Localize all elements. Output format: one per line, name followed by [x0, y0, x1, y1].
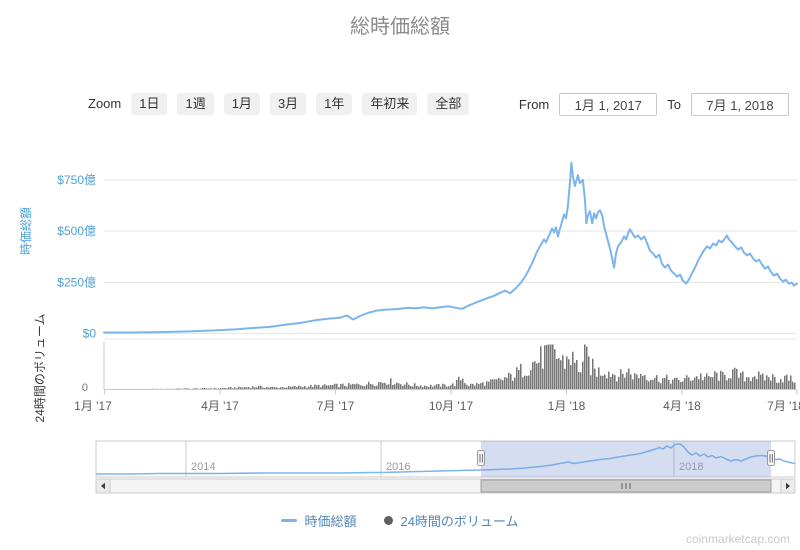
x-tick-apr17: 4月 '17 — [201, 399, 239, 413]
scrollbar-right-arrow[interactable] — [780, 478, 796, 494]
to-date-input[interactable] — [691, 92, 789, 116]
navigator: 2014 2016 2018 — [95, 440, 796, 478]
nav-year-2016: 2016 — [386, 461, 410, 473]
chart-title: 総時価総額 — [350, 16, 450, 38]
x-tick-apr18: 4月 '18 — [663, 399, 701, 413]
legend-item-volume[interactable]: 24時間のボリューム — [384, 511, 519, 530]
volume-axis-title: 24時間のボリューム — [33, 314, 47, 423]
from-date-input[interactable] — [559, 92, 658, 116]
from-label: From — [518, 96, 550, 112]
range-button-ytd[interactable]: 年初来 — [362, 92, 418, 116]
date-range-group: From To — [518, 92, 789, 116]
scrollbar — [95, 478, 796, 494]
x-tick-oct17: 10月 '17 — [429, 399, 474, 413]
plot-area[interactable] — [104, 140, 797, 390]
scrollbar-left-arrow[interactable] — [95, 478, 111, 494]
navigator-handle-right[interactable] — [767, 450, 775, 466]
volume-bars-series — [152, 344, 796, 390]
line-series-icon — [281, 519, 298, 522]
x-tick-jul17: 7月 '17 — [317, 399, 355, 413]
navigator-gridlines — [185, 441, 675, 477]
chart-legend: 時価総額 24時間のボリューム — [0, 511, 800, 530]
range-button-3m[interactable]: 3月 — [269, 92, 307, 116]
volume-tick-0: 0 — [82, 382, 88, 394]
navigator-selection-mask[interactable] — [481, 441, 771, 477]
scrollbar-thumb[interactable] — [480, 479, 772, 493]
y-tick-0: $0 — [83, 327, 97, 341]
navigator-minimap-series — [96, 443, 796, 475]
legend-item-market-cap[interactable]: 時価総額 — [281, 511, 356, 530]
y-tick-500: $500億 — [57, 224, 96, 238]
nav-year-2014: 2014 — [191, 461, 215, 473]
range-selector-row: Zoom 1日 1週 1月 3月 1年 年初来 全部 From To — [88, 90, 789, 118]
x-tick-jan18: 1月 '18 — [548, 399, 586, 413]
y-axis-title: 時価総額 — [19, 207, 33, 255]
x-axis-ticks — [104, 389, 798, 395]
circle-series-icon — [384, 516, 394, 525]
range-button-all[interactable]: 全部 — [427, 92, 470, 116]
y-gridlines — [104, 179, 797, 340]
nav-year-2018: 2018 — [679, 461, 703, 473]
market-cap-line-series — [103, 161, 798, 334]
legend-label-market-cap: 時価総額 — [304, 514, 357, 529]
zoom-button-group: Zoom 1日 1週 1月 3月 1年 年初来 全部 — [88, 92, 470, 116]
y-axis-labels: $750億 $500億 $250億 $0 — [57, 173, 96, 341]
x-tick-jul18: 7月 '18 — [767, 399, 800, 413]
x-tick-jan17: 1月 '17 — [74, 399, 112, 413]
y-tick-750: $750億 — [57, 173, 96, 187]
range-button-1d[interactable]: 1日 — [131, 92, 168, 116]
legend-label-volume: 24時間のボリューム — [400, 514, 519, 529]
y-tick-250: $250億 — [57, 276, 96, 290]
range-button-1y[interactable]: 1年 — [316, 92, 353, 116]
range-button-1m[interactable]: 1月 — [223, 92, 260, 116]
to-label: To — [667, 96, 681, 112]
range-button-1w[interactable]: 1週 — [177, 92, 214, 116]
navigator-handle-left[interactable] — [477, 450, 485, 466]
x-axis-labels: 1月 '17 4月 '17 7月 '17 10月 '17 1月 '18 4月 '… — [74, 399, 800, 413]
zoom-label: Zoom — [88, 96, 122, 112]
navigator-year-labels: 2014 2016 2018 — [191, 461, 703, 473]
watermark: coinmarketcap.com — [685, 532, 790, 546]
